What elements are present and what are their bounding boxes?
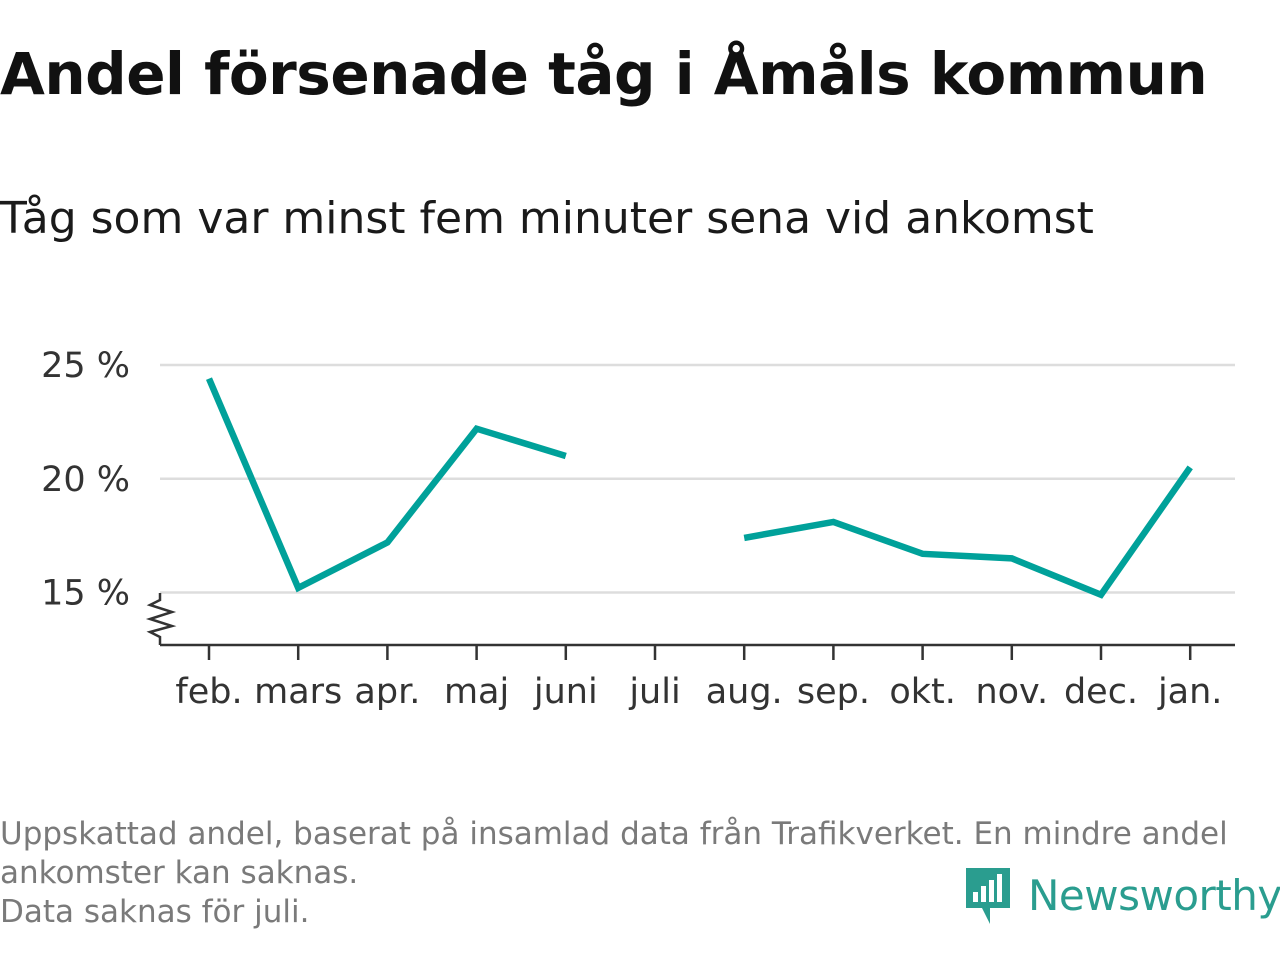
x-tick-label: mars <box>254 672 342 712</box>
footer-missing-data-note: Data saknas för juli. <box>0 894 310 930</box>
brand-name: Newsworthy <box>1028 870 1280 920</box>
x-tick-label: aug. <box>706 672 783 712</box>
chart-footer: Uppskattad andel, baserat på insamlad da… <box>0 815 1270 932</box>
x-tick-label: maj <box>444 672 509 712</box>
x-tick-labels: feb. mars apr. maj juni juli aug. sep. okt. nov. d… <box>175 672 1222 712</box>
x-tick-label: juni <box>533 672 598 712</box>
series-line <box>206 377 567 593</box>
x-tick-label: nov. <box>975 672 1048 712</box>
y-axis: 15 % 20 % 25 % <box>41 346 130 614</box>
chart-title: Andel försenade tåg i Åmåls kommun <box>0 40 1208 108</box>
gridlines <box>160 363 1235 594</box>
x-tick-label: jan. <box>1157 672 1222 712</box>
newsworthy-logo-icon <box>966 868 1010 924</box>
y-tick-label: 20 % <box>41 460 130 500</box>
series-line <box>743 465 1193 599</box>
x-axis <box>145 593 1235 660</box>
y-tick-label: 25 % <box>41 346 130 386</box>
x-tick-label: apr. <box>354 672 420 712</box>
y-axis-break <box>145 593 177 645</box>
x-tick-label: feb. <box>175 672 242 712</box>
x-tick-label: sep. <box>797 672 870 712</box>
x-tick-label: okt. <box>889 672 956 712</box>
chart-subtitle: Tåg som var minst fem minuter sena vid a… <box>0 193 1094 244</box>
footer-note: Uppskattad andel, baserat på insamlad da… <box>0 816 1228 891</box>
line-chart: 15 % 20 % 25 % feb. mars apr. maj juni juli aug.… <box>41 346 1235 712</box>
x-tick-label: juli <box>628 672 680 712</box>
series <box>206 377 1193 599</box>
x-tick-label: dec. <box>1064 672 1138 712</box>
y-tick-label: 15 % <box>41 574 130 614</box>
brand-logo: Newsworthy <box>962 862 1280 928</box>
